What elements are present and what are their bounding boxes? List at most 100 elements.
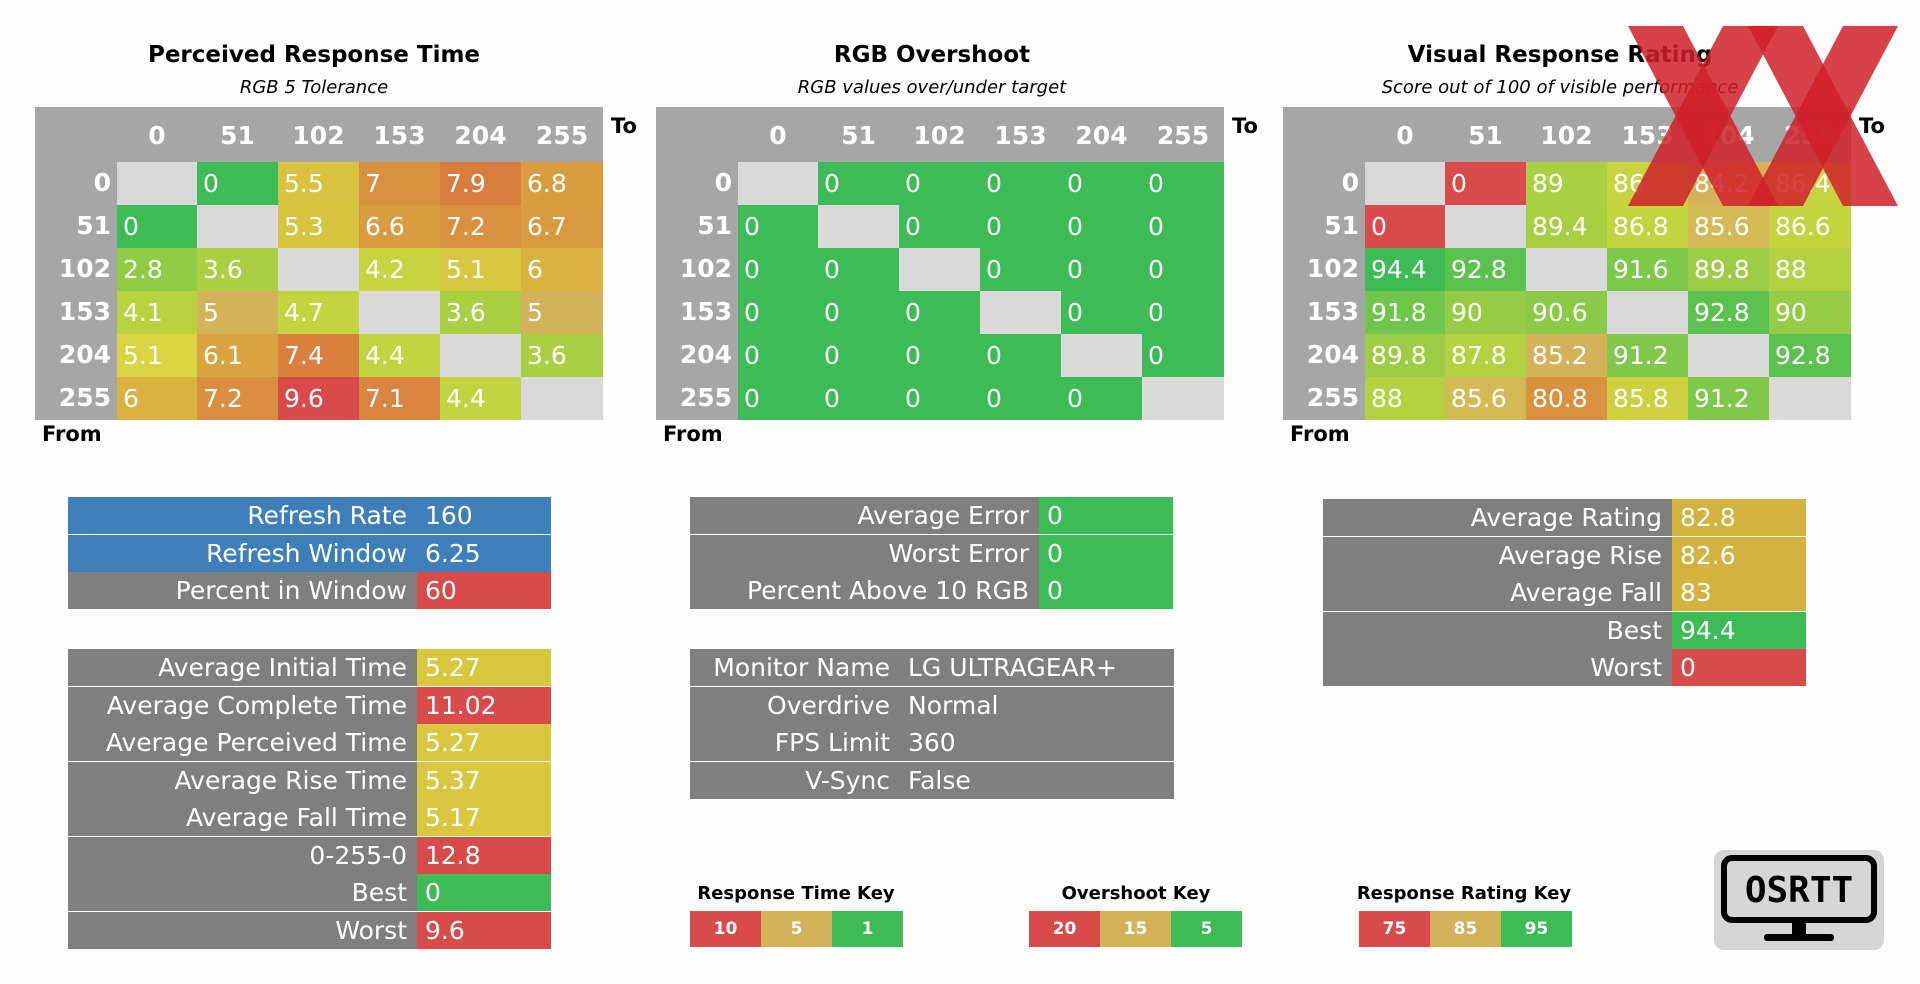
heatmap-cell: 92.8 — [1445, 248, 1526, 291]
heatmap-grid: 0 51 102 153 204 255 0 0 0 0 0 0 51 0 0 0 0 0 102 0 0 0 0 0 153 0… — [656, 107, 1224, 420]
heatmap-cell-empty — [818, 205, 899, 248]
heatmap-cell: 0 — [1142, 334, 1224, 377]
stat-row: FPS Limit 360 — [690, 724, 1174, 761]
heatmap-cell: 6.8 — [521, 162, 603, 205]
time-table: Average Initial Time 5.27 Average Complete… — [68, 649, 551, 949]
stat-value: 94.4 — [1672, 611, 1806, 649]
heatmap-row-label: 51 — [76, 211, 111, 240]
heatmap-row-label: 51 — [697, 211, 732, 240]
heatmap-cell: 0 — [818, 334, 899, 377]
heatmap-cell: 0 — [980, 377, 1061, 420]
heatmap-cell: 0 — [1365, 205, 1445, 248]
stat-label: Percent in Window — [68, 572, 417, 609]
heatmap-cell: 91.2 — [1688, 377, 1769, 420]
heatmap-cell: 5.1 — [117, 334, 197, 377]
stat-row: Average Fall 83 — [1323, 574, 1806, 611]
heatmap-row-label: 102 — [1306, 254, 1359, 283]
stat-value: 0 — [417, 874, 551, 911]
heatmap-subtitle: Score out of 100 of visible performance — [1381, 77, 1739, 98]
heatmap-cell: 7.1 — [359, 377, 440, 420]
stat-value: 5.37 — [417, 761, 551, 799]
heatmap-cell: 2.8 — [117, 248, 197, 291]
stat-value: 11.02 — [417, 686, 551, 724]
stat-row: Average Rise Time 5.37 — [68, 761, 551, 799]
heatmap-cell: 0 — [738, 377, 818, 420]
stat-value: 6.25 — [417, 534, 551, 572]
key-swatch: 15 — [1100, 911, 1171, 947]
stat-value: 12.8 — [417, 836, 551, 874]
heatmap-cell: 89 — [1526, 162, 1607, 205]
heatmap-cell: 5.5 — [278, 162, 359, 205]
stat-value: Normal — [900, 686, 1174, 724]
rating-table: Average Rating 82.8 Average Rise 82.6 Averag… — [1323, 499, 1806, 687]
heatmap-row-label: 153 — [679, 297, 732, 326]
heatmap-cell: 92.8 — [1688, 291, 1769, 334]
heatmap-column-label: 51 — [220, 121, 255, 150]
heatmap-cell: 6 — [521, 248, 603, 291]
heatmap-cell: 3.6 — [440, 291, 521, 334]
heatmap-cell: 0 — [899, 291, 980, 334]
heatmap-cell: 0 — [1061, 248, 1142, 291]
heatmap-cell: 0 — [117, 205, 197, 248]
heatmap-cell: 0 — [738, 205, 818, 248]
heatmap-cell: 7.2 — [197, 377, 278, 420]
heatmap-cell: 0 — [1061, 162, 1142, 205]
key-swatch: 5 — [1171, 911, 1242, 947]
stat-label: Average Initial Time — [68, 649, 417, 686]
heatmap-cell-empty — [899, 248, 980, 291]
stat-row: Worst 0 — [1323, 649, 1806, 686]
stat-label: Overdrive — [690, 686, 900, 724]
heatmap-column-label: 153 — [994, 121, 1047, 150]
heatmap-row-label: 204 — [58, 340, 111, 369]
heatmap-cell-empty — [278, 248, 359, 291]
heatmap-cell: 7 — [359, 162, 440, 205]
osrtt-logo: OSRTT — [1714, 850, 1884, 950]
heatmap-cell: 0 — [738, 334, 818, 377]
key-title: Response Time Key — [697, 883, 895, 904]
heatmap-cell: 0 — [1142, 248, 1224, 291]
stat-row: Refresh Window 6.25 — [68, 534, 551, 572]
heatmap-to-label: To — [1859, 114, 1885, 138]
heatmap-row-label: 255 — [1306, 383, 1359, 412]
heatmap-cell-empty — [117, 162, 197, 205]
heatmap-cell: 0 — [1142, 205, 1224, 248]
heatmap-cell: 87.8 — [1445, 334, 1526, 377]
heatmap-subtitle: RGB values over/under target — [797, 77, 1067, 98]
heatmap-cell: 6 — [117, 377, 197, 420]
heatmap-from-label: From — [1290, 422, 1350, 446]
heatmap-column-label: 255 — [535, 121, 589, 150]
heatmap-column-label: 0 — [769, 121, 787, 150]
stat-value: 360 — [900, 724, 1174, 761]
heatmap-cell: 0 — [980, 205, 1061, 248]
heatmap-cell: 3.6 — [197, 248, 278, 291]
heatmap-cell: 91.8 — [1365, 291, 1445, 334]
heatmap-cell: 7.9 — [440, 162, 521, 205]
monitor-table: Monitor Name LG ULTRAGEAR+ Overdrive Normal… — [690, 649, 1174, 799]
heatmap-cell-empty — [1769, 377, 1851, 420]
stat-value: 0 — [1039, 534, 1173, 572]
stat-label: Worst — [1323, 649, 1672, 686]
heatmap-cell: 0 — [738, 248, 818, 291]
stat-label: Average Rating — [1323, 499, 1672, 536]
stat-row: Percent in Window 60 — [68, 572, 551, 609]
heatmap-cell: 92.8 — [1769, 334, 1851, 377]
stat-value: 60 — [417, 572, 551, 609]
heatmap-cell: 91.2 — [1607, 334, 1688, 377]
heatmap-row-label: 153 — [1306, 297, 1359, 326]
heatmap-cell-empty — [1142, 377, 1224, 420]
stat-label: Average Perceived Time — [68, 724, 417, 761]
heatmap-cell: 6.1 — [197, 334, 278, 377]
heatmap-from-label: From — [42, 422, 102, 446]
heatmap-cell: 90 — [1445, 291, 1526, 334]
stat-label: Worst Error — [690, 534, 1039, 572]
heatmap-cell-empty — [521, 377, 603, 420]
heatmap-cell: 85.2 — [1526, 334, 1607, 377]
stat-row: Best 0 — [68, 874, 551, 911]
heatmap-cell: 5.3 — [278, 205, 359, 248]
heatmap-cell: 91.6 — [1607, 248, 1688, 291]
stat-label: Average Rise — [1323, 536, 1672, 574]
key-swatch: 1 — [832, 911, 903, 947]
stat-row: Worst Error 0 — [690, 534, 1173, 572]
stat-label: Average Fall — [1323, 574, 1672, 611]
stat-row: Overdrive Normal — [690, 686, 1174, 724]
